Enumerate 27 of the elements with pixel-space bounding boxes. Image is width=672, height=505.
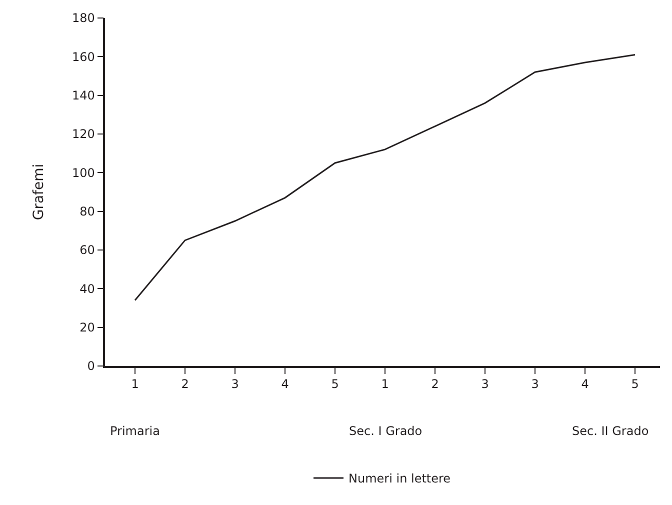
text: Sec. II Grado xyxy=(572,424,649,438)
x-tick-label: 1 xyxy=(131,377,139,392)
x-tick-label: 3 xyxy=(481,377,489,392)
x-tick-label: 2 xyxy=(181,377,189,392)
y-tick-label: 160 xyxy=(72,50,95,64)
y-tick-label: 60 xyxy=(80,243,95,258)
x-tick-label: 2 xyxy=(431,377,439,392)
line-series xyxy=(134,54,636,302)
y-tick-label: 80 xyxy=(80,204,95,219)
x-tick-label: 4 xyxy=(281,377,289,392)
y-tick-label: 0 xyxy=(87,359,95,374)
y-axis-title: Grafemi xyxy=(31,164,48,220)
x-tick-label: 3 xyxy=(231,377,239,392)
x-tick-label: 3 xyxy=(531,377,539,392)
text: Primaria xyxy=(110,424,160,438)
y-tick-label: 100 xyxy=(72,166,95,180)
x-tick-label: 5 xyxy=(331,377,339,392)
legend-label: Numeri in lettere xyxy=(348,472,451,486)
y-tick-label: 120 xyxy=(72,127,95,142)
x-tick-label: 1 xyxy=(381,377,389,392)
text: Sec. I Grado xyxy=(349,424,422,438)
y-tick-label: 180 xyxy=(72,11,95,26)
x-tick-label: 4 xyxy=(581,377,589,392)
x-tick-label: 5 xyxy=(631,377,639,392)
y-tick-label: 40 xyxy=(80,282,95,296)
y-tick-label: 20 xyxy=(80,320,95,335)
y-tick-label: 140 xyxy=(72,88,95,103)
